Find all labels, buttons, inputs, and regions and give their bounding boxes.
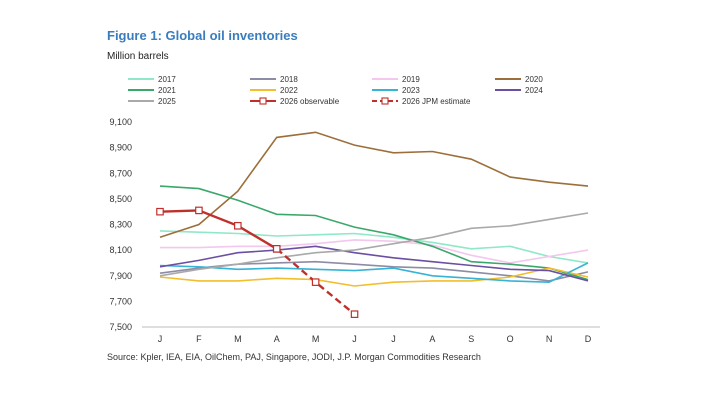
y-tick-label: 9,100 [109, 117, 132, 127]
x-tick-label: N [546, 334, 553, 344]
legend-label: 2024 [525, 86, 543, 95]
y-tick-label: 8,100 [109, 245, 132, 255]
series-marker [350, 310, 359, 318]
y-tick-label: 7,900 [109, 271, 132, 281]
y-axis-unit-label: Million barrels [107, 51, 169, 62]
x-tick-label: M [234, 334, 242, 344]
legend-marker [259, 97, 267, 105]
y-tick-label: 7,500 [109, 322, 132, 332]
x-tick-label: A [429, 334, 435, 344]
series-marker [272, 245, 281, 253]
legend-label: 2023 [402, 86, 420, 95]
legend: 2017 2018 2019 2020 2021 2022 2023 2024 2025 2026… [128, 75, 543, 106]
legend-label: 2017 [158, 75, 176, 84]
source-note: Source: Kpler, IEA, EIA, OilChem, PAJ, S… [107, 352, 481, 362]
legend-label: 2021 [158, 86, 176, 95]
x-tick-label: S [468, 334, 474, 344]
y-tick-label: 7,700 [109, 296, 132, 306]
x-tick-label: M [312, 334, 320, 344]
series-line-2026-observable [159, 209, 278, 250]
legend-marker [381, 97, 389, 105]
legend-label: 2019 [402, 75, 420, 84]
y-tick-label: 8,500 [109, 194, 132, 204]
chart-title: Figure 1: Global oil inventories [107, 28, 298, 43]
series-marker [195, 206, 203, 215]
x-tick-label: J [158, 334, 163, 344]
x-tick-label: O [507, 334, 514, 344]
series-line-2017 [159, 230, 589, 264]
y-tick-label: 8,900 [109, 143, 132, 153]
legend-label: 2022 [280, 86, 298, 95]
series-line-2022 [159, 267, 589, 287]
series-line-2025 [159, 212, 589, 277]
legend-label: 2026 observable [280, 97, 340, 106]
series-line-2018 [159, 260, 589, 282]
series-line-2019 [160, 239, 589, 264]
series-line-2023 [159, 262, 589, 284]
series-line-2021 [159, 185, 589, 281]
legend-label: 2018 [280, 75, 298, 84]
x-tick-label: J [352, 334, 357, 344]
x-tick-label: F [196, 334, 202, 344]
x-tick-label: A [274, 334, 280, 344]
legend-label: 2020 [525, 75, 543, 84]
axes: 7,500 7,700 7,900 8,100 8,300 8,500 8,700 8,900… [109, 117, 600, 344]
legend-label: 2025 [158, 97, 176, 106]
series-marker [311, 278, 320, 286]
series-line-2024 [159, 245, 589, 282]
y-tick-label: 8,300 [109, 220, 132, 230]
series-marker [156, 207, 164, 216]
x-tick-label: D [585, 334, 592, 344]
y-tick-label: 8,700 [109, 168, 132, 178]
series-lines [156, 131, 589, 318]
series-line-2020 [159, 131, 589, 239]
x-tick-label: J [391, 334, 396, 344]
series-line-2026-jpm-estimate [275, 247, 356, 316]
legend-label: 2026 JPM estimate [402, 97, 471, 106]
series-marker [234, 221, 242, 230]
